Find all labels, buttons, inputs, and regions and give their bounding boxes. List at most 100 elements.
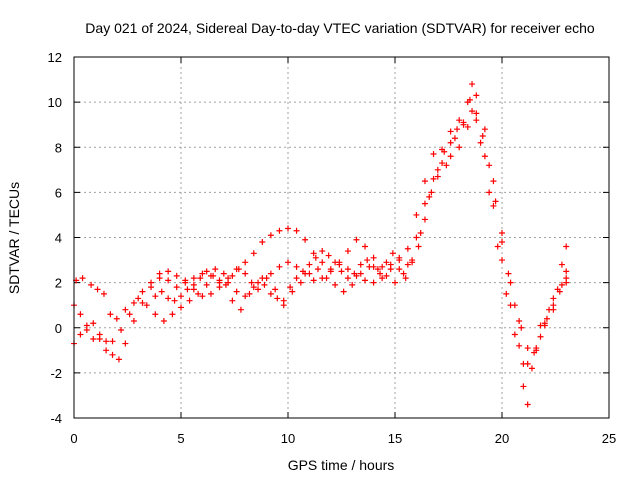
y-tick-label: 0 <box>55 321 62 336</box>
data-point <box>396 266 403 273</box>
data-point <box>389 250 396 257</box>
data-point <box>287 284 294 291</box>
data-point <box>383 272 390 279</box>
data-point <box>229 272 236 279</box>
data-point <box>115 356 122 363</box>
series-trace-4 <box>152 96 570 356</box>
data-point <box>486 189 493 196</box>
data-points <box>71 81 570 408</box>
data-point <box>499 229 505 236</box>
data-point <box>400 270 407 277</box>
data-point <box>173 272 180 279</box>
data-point <box>421 200 428 207</box>
data-point <box>302 236 309 243</box>
data-point <box>109 338 116 345</box>
data-point <box>357 261 364 268</box>
data-point <box>327 268 334 275</box>
data-point <box>456 144 463 151</box>
data-point <box>396 254 403 261</box>
data-point <box>473 117 480 124</box>
data-point <box>152 311 159 318</box>
data-point <box>351 270 358 277</box>
data-point <box>197 275 204 282</box>
data-point <box>135 295 142 302</box>
data-point <box>518 324 525 331</box>
data-point <box>415 243 422 250</box>
data-point <box>524 345 531 352</box>
data-point <box>511 331 518 338</box>
data-point <box>83 322 90 329</box>
data-point <box>447 128 454 135</box>
data-point <box>332 259 339 266</box>
data-point <box>195 290 202 297</box>
data-point <box>88 281 95 288</box>
data-point <box>451 135 458 142</box>
data-point <box>248 279 255 286</box>
data-point <box>473 92 480 99</box>
data-point <box>199 270 206 277</box>
data-point <box>379 275 386 282</box>
data-point <box>379 263 386 270</box>
data-point <box>490 202 497 209</box>
data-point <box>353 236 360 243</box>
data-point <box>447 153 454 160</box>
data-point <box>454 126 461 133</box>
data-point <box>173 284 180 291</box>
data-point <box>550 295 557 302</box>
data-point <box>364 257 371 264</box>
data-point <box>90 336 97 343</box>
data-point <box>165 295 172 302</box>
data-point <box>492 198 499 205</box>
data-point <box>96 336 103 343</box>
data-point <box>338 268 345 275</box>
data-point <box>299 268 306 275</box>
data-point <box>285 225 291 232</box>
series-trace-3 <box>71 108 570 372</box>
data-point <box>428 189 435 196</box>
data-point <box>430 151 437 158</box>
data-point <box>490 178 497 185</box>
x-tick-label: 25 <box>602 431 616 446</box>
data-point <box>362 243 369 250</box>
data-point <box>107 311 114 318</box>
data-point <box>469 108 476 115</box>
data-point <box>511 302 518 309</box>
plot-frame <box>73 56 610 419</box>
data-point <box>505 270 512 277</box>
data-point <box>285 259 291 266</box>
data-point <box>171 297 178 304</box>
data-point <box>242 259 249 266</box>
data-point <box>516 342 523 349</box>
x-tick-label: 15 <box>388 431 402 446</box>
data-point <box>77 331 84 338</box>
y-tick-label: -2 <box>50 366 62 381</box>
data-point <box>362 277 369 284</box>
data-point <box>413 234 420 241</box>
data-point <box>520 383 527 390</box>
y-tick-label: 8 <box>55 140 62 155</box>
data-point <box>556 288 563 295</box>
data-point <box>473 110 480 117</box>
data-point <box>464 123 471 130</box>
data-point <box>528 365 535 372</box>
data-point <box>479 132 486 139</box>
data-point <box>486 162 493 169</box>
y-tick-label: -4 <box>50 411 62 426</box>
data-point <box>165 277 172 284</box>
data-point <box>357 270 364 277</box>
chart-title: Day 021 of 2024, Sidereal Day-to-day VTE… <box>85 20 595 36</box>
data-point <box>118 327 125 334</box>
x-tick-label: 20 <box>495 431 509 446</box>
y-tick-label: 2 <box>55 276 62 291</box>
data-point <box>314 266 321 273</box>
data-point <box>122 340 129 347</box>
data-point <box>310 250 317 257</box>
data-point <box>178 304 184 311</box>
data-point <box>250 250 257 257</box>
data-point <box>216 279 223 286</box>
data-point <box>77 311 84 318</box>
data-point <box>319 259 326 266</box>
data-point <box>90 320 97 327</box>
data-point <box>222 281 229 288</box>
